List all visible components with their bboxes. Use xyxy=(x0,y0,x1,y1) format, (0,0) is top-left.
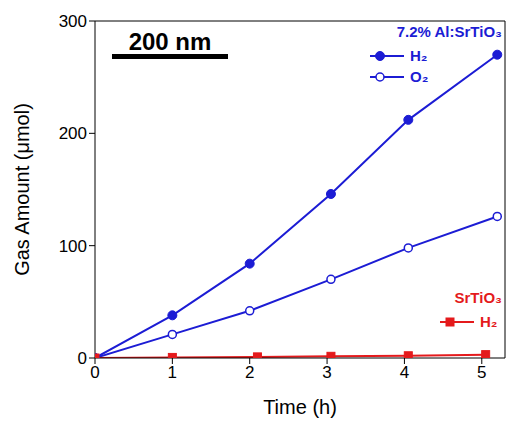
svg-text:3: 3 xyxy=(322,363,331,382)
svg-text:100: 100 xyxy=(59,237,87,256)
svg-text:200 nm: 200 nm xyxy=(129,28,212,55)
svg-text:7.2% Al:SrTiO₃: 7.2% Al:SrTiO₃ xyxy=(397,23,502,40)
svg-text:Time (h): Time (h) xyxy=(263,396,337,418)
svg-text:H₂: H₂ xyxy=(410,47,428,64)
svg-text:0: 0 xyxy=(78,349,87,368)
svg-text:300: 300 xyxy=(59,12,87,31)
svg-text:Gas Amount (μmol): Gas Amount (μmol) xyxy=(11,103,33,276)
svg-text:H₂: H₂ xyxy=(480,313,498,330)
svg-text:O₂: O₂ xyxy=(410,68,428,85)
svg-text:200: 200 xyxy=(59,124,87,143)
svg-text:SrTiO₃: SrTiO₃ xyxy=(454,289,502,306)
svg-text:2: 2 xyxy=(245,363,254,382)
svg-text:4: 4 xyxy=(400,363,409,382)
svg-text:1: 1 xyxy=(168,363,177,382)
svg-text:5: 5 xyxy=(477,363,486,382)
svg-text:0: 0 xyxy=(90,363,99,382)
